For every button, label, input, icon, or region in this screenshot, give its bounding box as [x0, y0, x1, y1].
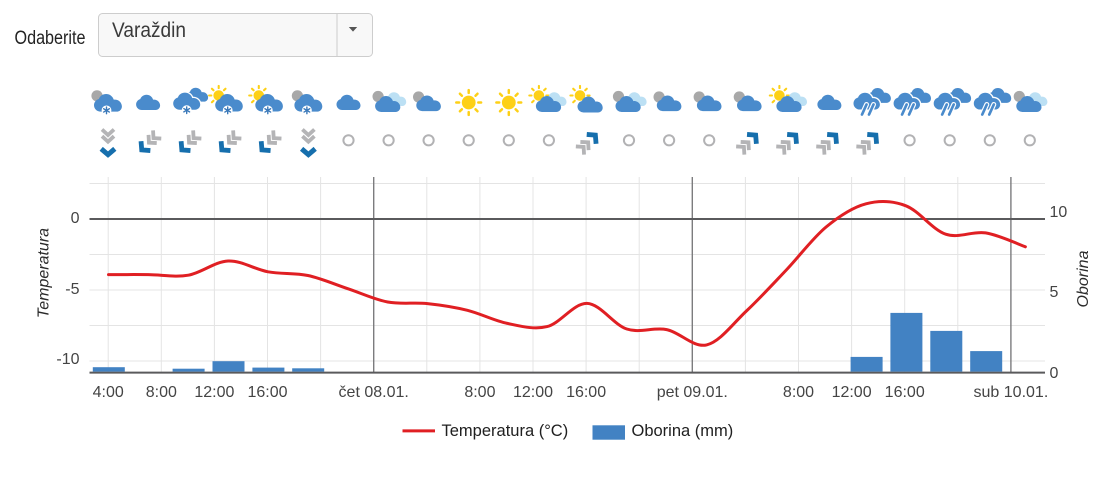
- svg-text:8:00: 8:00: [146, 384, 177, 401]
- svg-text:Odaberite: Odaberite: [15, 28, 86, 49]
- svg-text:čet 08.01.: čet 08.01.: [339, 384, 409, 401]
- svg-text:12:00: 12:00: [513, 384, 553, 401]
- svg-text:4:00: 4:00: [93, 384, 124, 401]
- svg-text:Oborina (mm): Oborina (mm): [632, 422, 734, 440]
- svg-text:0: 0: [71, 210, 80, 227]
- svg-text:Oborina: Oborina: [1075, 250, 1092, 307]
- svg-text:pet 09.01.: pet 09.01.: [657, 384, 728, 401]
- svg-text:-10: -10: [56, 351, 79, 368]
- svg-text:Temperatura: Temperatura: [36, 228, 53, 318]
- svg-text:Varaždin: Varaždin: [112, 19, 186, 42]
- svg-text:16:00: 16:00: [885, 384, 925, 401]
- svg-text:Temperatura (°C): Temperatura (°C): [442, 422, 569, 440]
- svg-text:8:00: 8:00: [464, 384, 495, 401]
- svg-text:0: 0: [1050, 365, 1059, 382]
- svg-text:10: 10: [1050, 204, 1068, 221]
- svg-text:12:00: 12:00: [832, 384, 872, 401]
- svg-text:12:00: 12:00: [194, 384, 234, 401]
- svg-text:sub 10.01.: sub 10.01.: [974, 384, 1049, 401]
- svg-text:8:00: 8:00: [783, 384, 814, 401]
- svg-text:5: 5: [1050, 284, 1059, 301]
- svg-text:16:00: 16:00: [247, 384, 287, 401]
- svg-text:-5: -5: [65, 281, 79, 298]
- svg-text:16:00: 16:00: [566, 384, 606, 401]
